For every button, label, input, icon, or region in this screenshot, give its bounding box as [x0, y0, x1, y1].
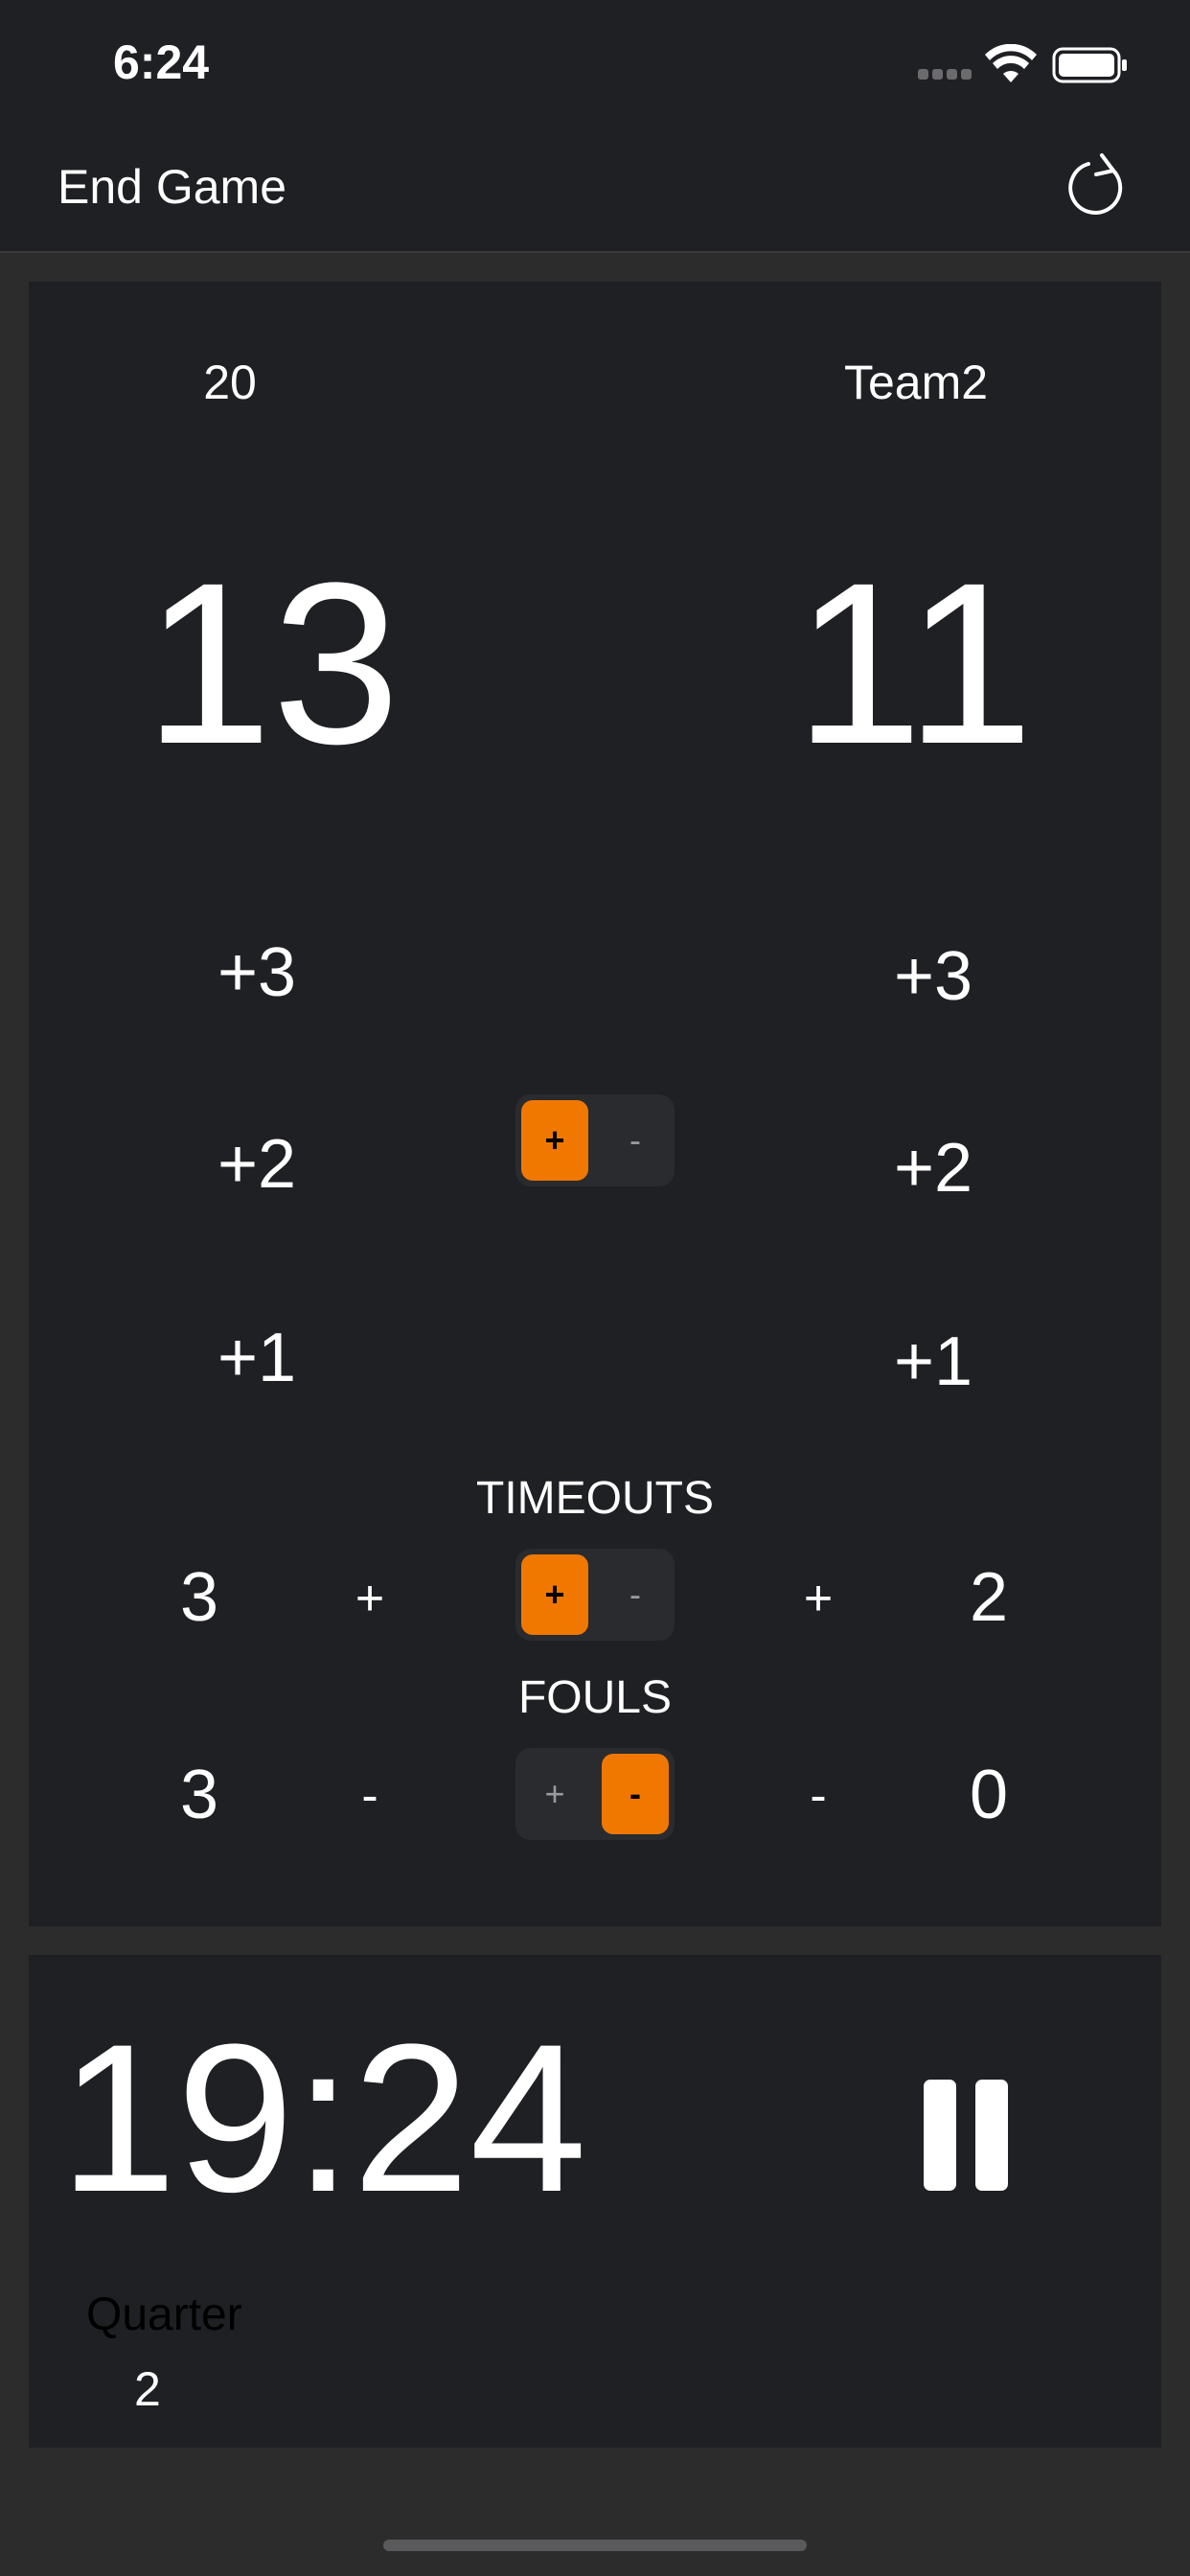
status-time: 6:24	[113, 35, 210, 89]
wifi-icon	[985, 44, 1037, 82]
away-score: 11	[794, 535, 1034, 792]
fouls-mode-toggle: + -	[515, 1748, 675, 1840]
away-timeouts-count: 2	[969, 1559, 1009, 1636]
refresh-icon[interactable]	[1065, 151, 1134, 220]
score-mode-toggle: + -	[515, 1094, 675, 1186]
top-bar	[0, 0, 1190, 253]
timer-panel	[29, 1955, 1161, 2448]
away-team-name[interactable]: Team2	[843, 356, 989, 409]
home-timeouts-count: 3	[179, 1559, 219, 1636]
timeouts-mode-minus[interactable]: -	[629, 1575, 641, 1614]
timeouts-mode-toggle: + -	[515, 1549, 675, 1641]
home-plus-1-button[interactable]: +1	[217, 1320, 297, 1396]
away-plus-3-button[interactable]: +3	[893, 938, 973, 1015]
home-plus-2-button[interactable]: +2	[217, 1126, 297, 1203]
fouls-label: FOULS	[517, 1672, 673, 1723]
home-plus-3-button[interactable]: +3	[217, 934, 297, 1011]
timeouts-label: TIMEOUTS	[476, 1473, 714, 1524]
game-clock[interactable]: 19:24	[59, 2000, 587, 2236]
fouls-mode-minus[interactable]: -	[602, 1754, 669, 1834]
quarter-label: Quarter	[86, 2289, 242, 2340]
away-plus-1-button[interactable]: +1	[893, 1323, 973, 1400]
cellular-signal-icon	[918, 69, 972, 80]
away-plus-2-button[interactable]: +2	[893, 1130, 973, 1207]
fouls-mode-plus[interactable]: +	[544, 1774, 565, 1813]
quarter-value[interactable]: 2	[134, 2362, 161, 2416]
pause-icon[interactable]	[922, 2078, 1010, 2193]
battery-icon	[1052, 47, 1127, 83]
home-fouls-button[interactable]: -	[361, 1768, 378, 1824]
score-mode-plus[interactable]: +	[521, 1100, 588, 1181]
home-timeouts-button[interactable]: +	[355, 1571, 385, 1626]
score-mode-minus[interactable]: -	[629, 1120, 641, 1160]
timeouts-mode-plus[interactable]: +	[521, 1554, 588, 1635]
home-score: 13	[144, 535, 400, 792]
away-fouls-button[interactable]: -	[810, 1768, 827, 1824]
away-timeouts-button[interactable]: +	[803, 1571, 834, 1626]
home-team-name[interactable]: 20	[203, 356, 257, 409]
end-game-button[interactable]: End Game	[57, 160, 287, 214]
home-fouls-count: 3	[179, 1757, 219, 1833]
home-indicator	[383, 2540, 807, 2551]
away-fouls-count: 0	[969, 1757, 1009, 1833]
